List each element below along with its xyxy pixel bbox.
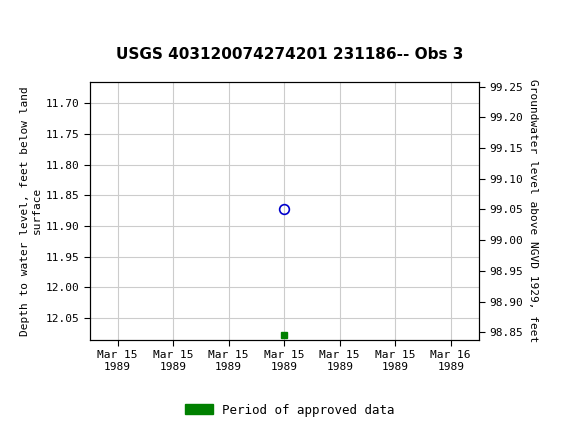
Legend: Period of approved data: Period of approved data: [180, 399, 400, 421]
Text: USGS: USGS: [39, 11, 95, 29]
Text: USGS 403120074274201 231186-- Obs 3: USGS 403120074274201 231186-- Obs 3: [117, 47, 463, 62]
Bar: [3, 2, 70, 38]
Y-axis label: Depth to water level, feet below land
surface: Depth to water level, feet below land su…: [20, 86, 42, 335]
Y-axis label: Groundwater level above NGVD 1929, feet: Groundwater level above NGVD 1929, feet: [528, 79, 538, 342]
